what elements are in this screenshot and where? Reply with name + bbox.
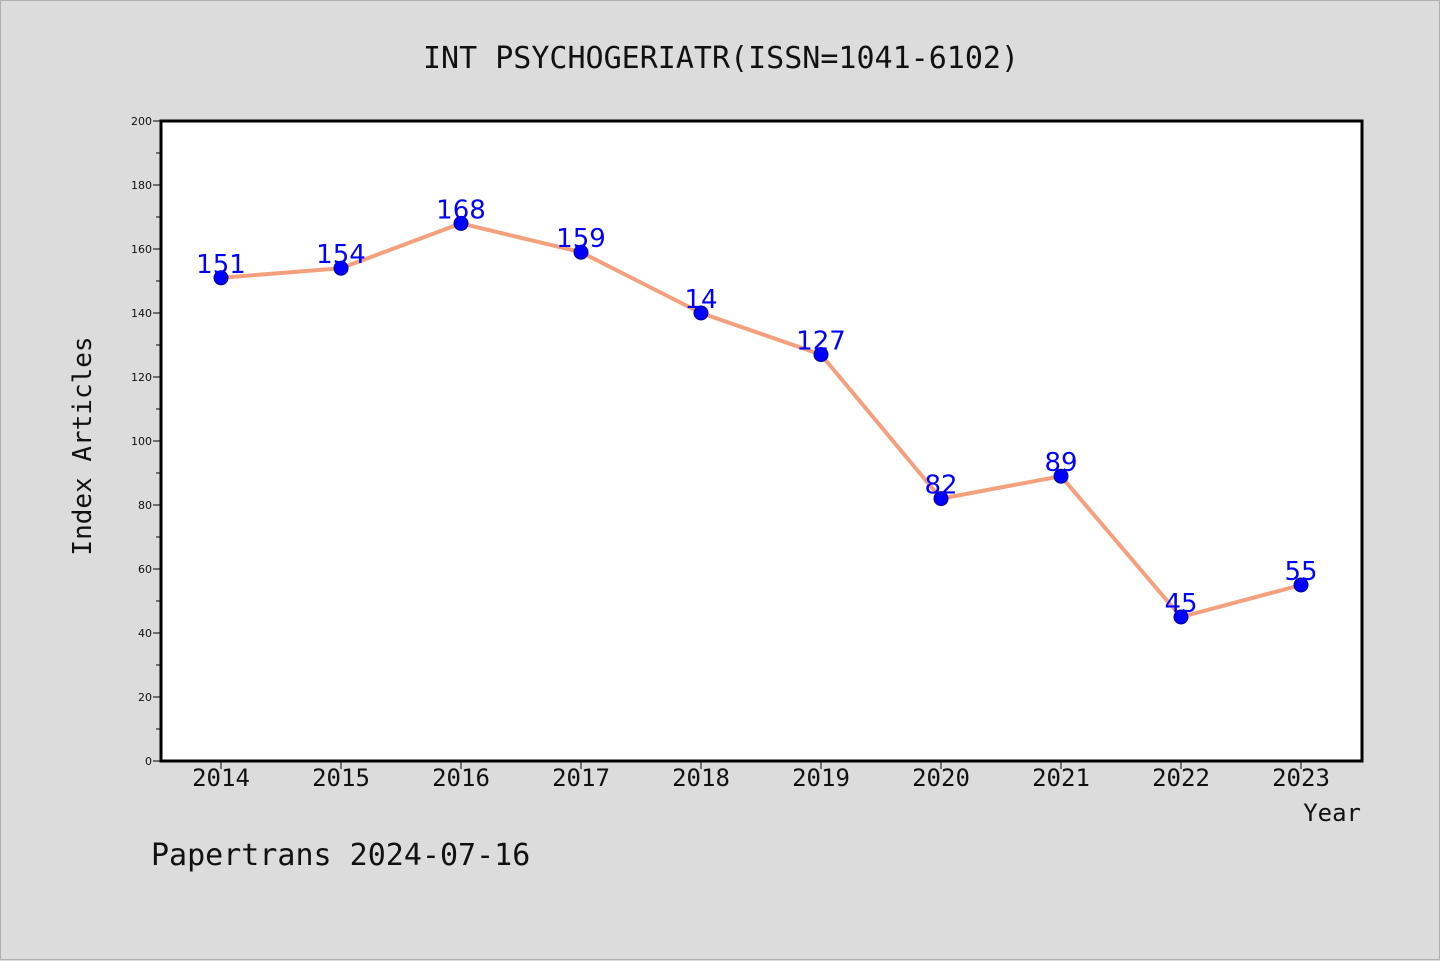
- data-label: 45: [1164, 589, 1197, 619]
- data-label: 14: [684, 285, 717, 315]
- y-tick-label: 60: [138, 563, 152, 576]
- y-tick-label: 40: [138, 627, 152, 640]
- x-axis-label: Year: [1303, 799, 1361, 827]
- x-tick-label: 2017: [552, 764, 610, 792]
- data-label: 154: [316, 240, 366, 270]
- data-label: 168: [436, 195, 486, 225]
- y-tick-label: 80: [138, 499, 152, 512]
- data-point: [333, 260, 349, 276]
- data-label: 159: [556, 224, 606, 254]
- x-tick-label: 2015: [312, 764, 370, 792]
- data-markers: [213, 215, 1309, 625]
- data-point: [1053, 468, 1069, 484]
- y-tick-label: 200: [131, 115, 152, 128]
- data-label: 151: [196, 250, 246, 280]
- data-label: 55: [1284, 557, 1317, 587]
- y-tick-label: 180: [131, 179, 152, 192]
- data-point: [453, 215, 469, 231]
- y-tick-label: 140: [131, 307, 152, 320]
- plot-area: [161, 121, 1362, 761]
- x-tick-label: 2022: [1152, 764, 1210, 792]
- x-tick-label: 2019: [792, 764, 850, 792]
- y-axis: 0 20 40 60 80 100 120 140 160 180 200: [131, 115, 161, 768]
- footer-text: Papertrans 2024-07-16: [151, 838, 530, 873]
- y-tick-label: 160: [131, 243, 152, 256]
- data-point: [1173, 609, 1189, 625]
- data-point: [933, 491, 949, 507]
- x-tick-label: 2014: [192, 764, 250, 792]
- chart-title: INT PSYCHOGERIATR(ISSN=1041-6102): [423, 41, 1019, 76]
- data-point: [213, 270, 229, 286]
- data-labels: 151 154 168 159 14 127 82 89 45 55: [196, 195, 1317, 619]
- data-point: [813, 347, 829, 363]
- y-tick-label: 100: [131, 435, 152, 448]
- x-tick-label: 2023: [1272, 764, 1330, 792]
- data-label: 82: [924, 471, 957, 501]
- y-tick-label: 0: [145, 755, 152, 768]
- x-tick-label: 2021: [1032, 764, 1090, 792]
- y-axis-label: Index Articles: [68, 336, 98, 555]
- data-point: [693, 305, 709, 321]
- data-point: [1293, 577, 1309, 593]
- x-tick-label: 2018: [672, 764, 730, 792]
- series-line: [220, 221, 1302, 619]
- data-point: [573, 244, 589, 260]
- plot-frame: [159, 119, 1364, 763]
- x-axis: 2014 2015 2016 2017 2018 2019 2020 2021 2022 2023: [192, 761, 1330, 792]
- x-tick-label: 2020: [912, 764, 970, 792]
- y-tick-label: 20: [138, 691, 152, 704]
- x-tick-label: 2016: [432, 764, 490, 792]
- y-tick-label: 120: [131, 371, 152, 384]
- data-label: 89: [1044, 448, 1077, 478]
- data-label: 127: [796, 327, 846, 357]
